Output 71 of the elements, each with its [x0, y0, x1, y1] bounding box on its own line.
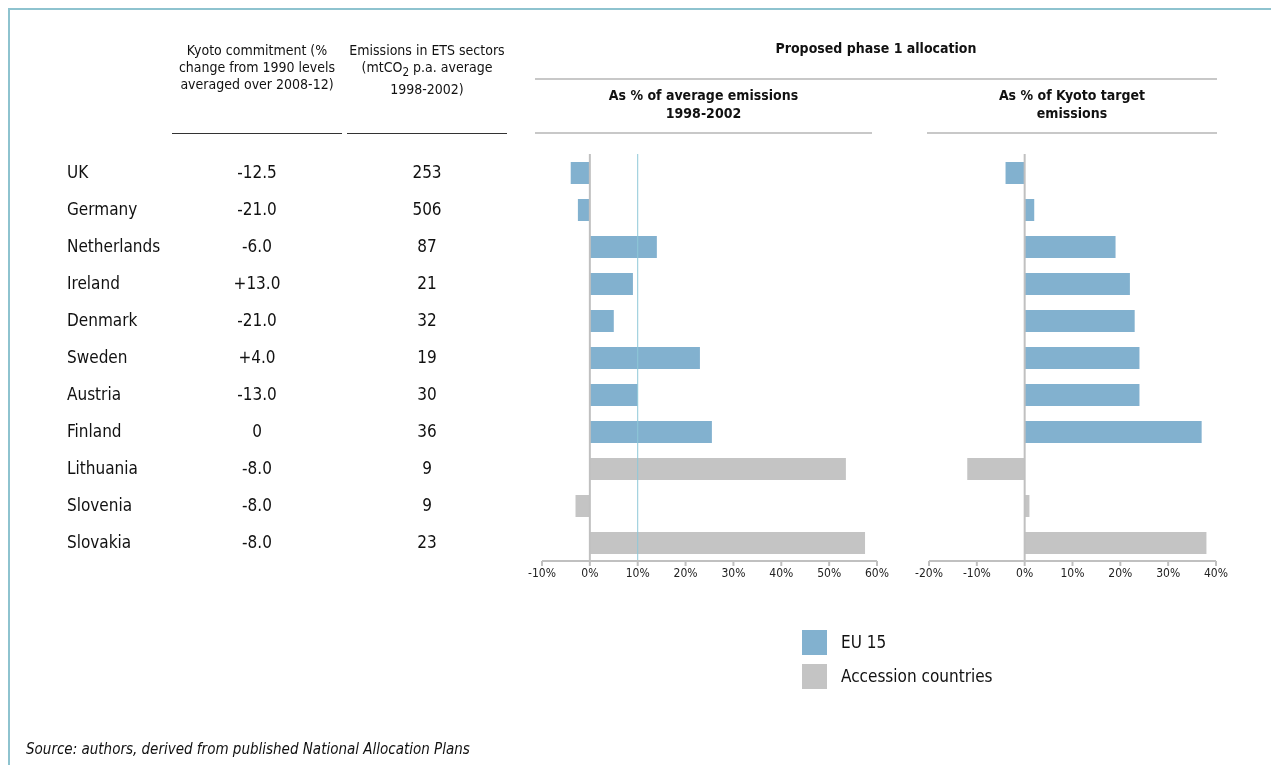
bar: [570, 162, 590, 184]
x-tick-label: 0%: [581, 565, 599, 580]
data-label: -6.0: [241, 236, 273, 256]
x-tick-label: 30%: [1156, 565, 1181, 580]
data-label: 9: [421, 495, 433, 515]
bar: [589, 236, 657, 258]
x-tick-label: 40%: [1204, 565, 1228, 580]
chart-subtitle: As % of average emissions 1998-2002: [607, 86, 800, 122]
x-tick-label: 50%: [817, 565, 842, 580]
x-tick-label: 30%: [721, 565, 746, 580]
data-label: 32: [416, 310, 438, 330]
bar: [589, 273, 633, 295]
x-tick-label: 20%: [673, 565, 698, 580]
category-label: Slovakia: [67, 532, 132, 552]
x-tick-label: -10%: [528, 565, 556, 580]
category-label: Slovenia: [67, 495, 133, 515]
data-label: -8.0: [241, 495, 273, 515]
bar: [1005, 162, 1025, 184]
data-label: -8.0: [241, 532, 273, 552]
bar: [589, 384, 638, 406]
x-tick-label: 10%: [1060, 565, 1085, 580]
data-label: +4.0: [237, 347, 277, 367]
x-tick-label: 20%: [1108, 565, 1133, 580]
bar: [1024, 310, 1135, 332]
category-label: Lithuania: [67, 458, 138, 478]
bar: [589, 310, 614, 332]
data-label: 253: [411, 162, 443, 182]
bar: [589, 347, 700, 369]
legend-label: Accession countries: [841, 666, 993, 686]
category-label: UK: [67, 162, 89, 182]
data-label: -13.0: [236, 384, 278, 404]
x-tick-label: 40%: [769, 565, 794, 580]
data-label: 21: [416, 273, 438, 293]
data-label: 23: [416, 532, 438, 552]
category-label: Ireland: [67, 273, 120, 293]
category-label: Netherlands: [67, 236, 161, 256]
category-label: Germany: [67, 199, 138, 219]
category-label: Sweden: [67, 347, 128, 367]
category-label: Austria: [67, 384, 122, 404]
legend-label: EU 15: [841, 632, 887, 652]
bar: [1024, 384, 1140, 406]
bar: [1024, 273, 1130, 295]
data-label: 87: [416, 236, 438, 256]
data-label: -8.0: [241, 458, 273, 478]
x-tick-label: -20%: [915, 565, 943, 580]
category-label: Denmark: [67, 310, 138, 330]
x-tick-label: 10%: [625, 565, 650, 580]
text: Emissions in ETS sectors (mtCO$_{2}$ p.a. average 1998-2002): [348, 42, 506, 98]
data-label: 19: [416, 347, 438, 367]
data-label: -21.0: [236, 310, 278, 330]
source-note: Source: authors, derived from published National Allocation Plans: [26, 740, 470, 758]
data-label: 0: [251, 421, 263, 441]
chart-title: As % of Kyoto target emissions: [997, 86, 1147, 122]
bar: [1024, 236, 1116, 258]
x-tick-label: -10%: [962, 565, 991, 580]
category-label: Finland: [67, 421, 122, 441]
data-label: 9: [421, 458, 433, 478]
data-label: 506: [411, 199, 443, 219]
data-label: -21.0: [236, 199, 278, 219]
data-label: 36: [416, 421, 438, 441]
data-label: +13.0: [232, 273, 282, 293]
bar: [577, 199, 590, 221]
bar: [589, 421, 712, 443]
data-label: 30: [416, 384, 438, 404]
bar: [1024, 347, 1140, 369]
data-label: -12.5: [236, 162, 278, 182]
bar: [1024, 421, 1202, 443]
chart-title: Proposed phase 1 allocation: [774, 40, 978, 56]
x-tick-label: 0%: [1016, 565, 1034, 580]
x-tick-label: 60%: [865, 565, 889, 580]
text: Kyoto commitment (% change from 1990 levels averaged over 2008-12): [177, 42, 337, 93]
